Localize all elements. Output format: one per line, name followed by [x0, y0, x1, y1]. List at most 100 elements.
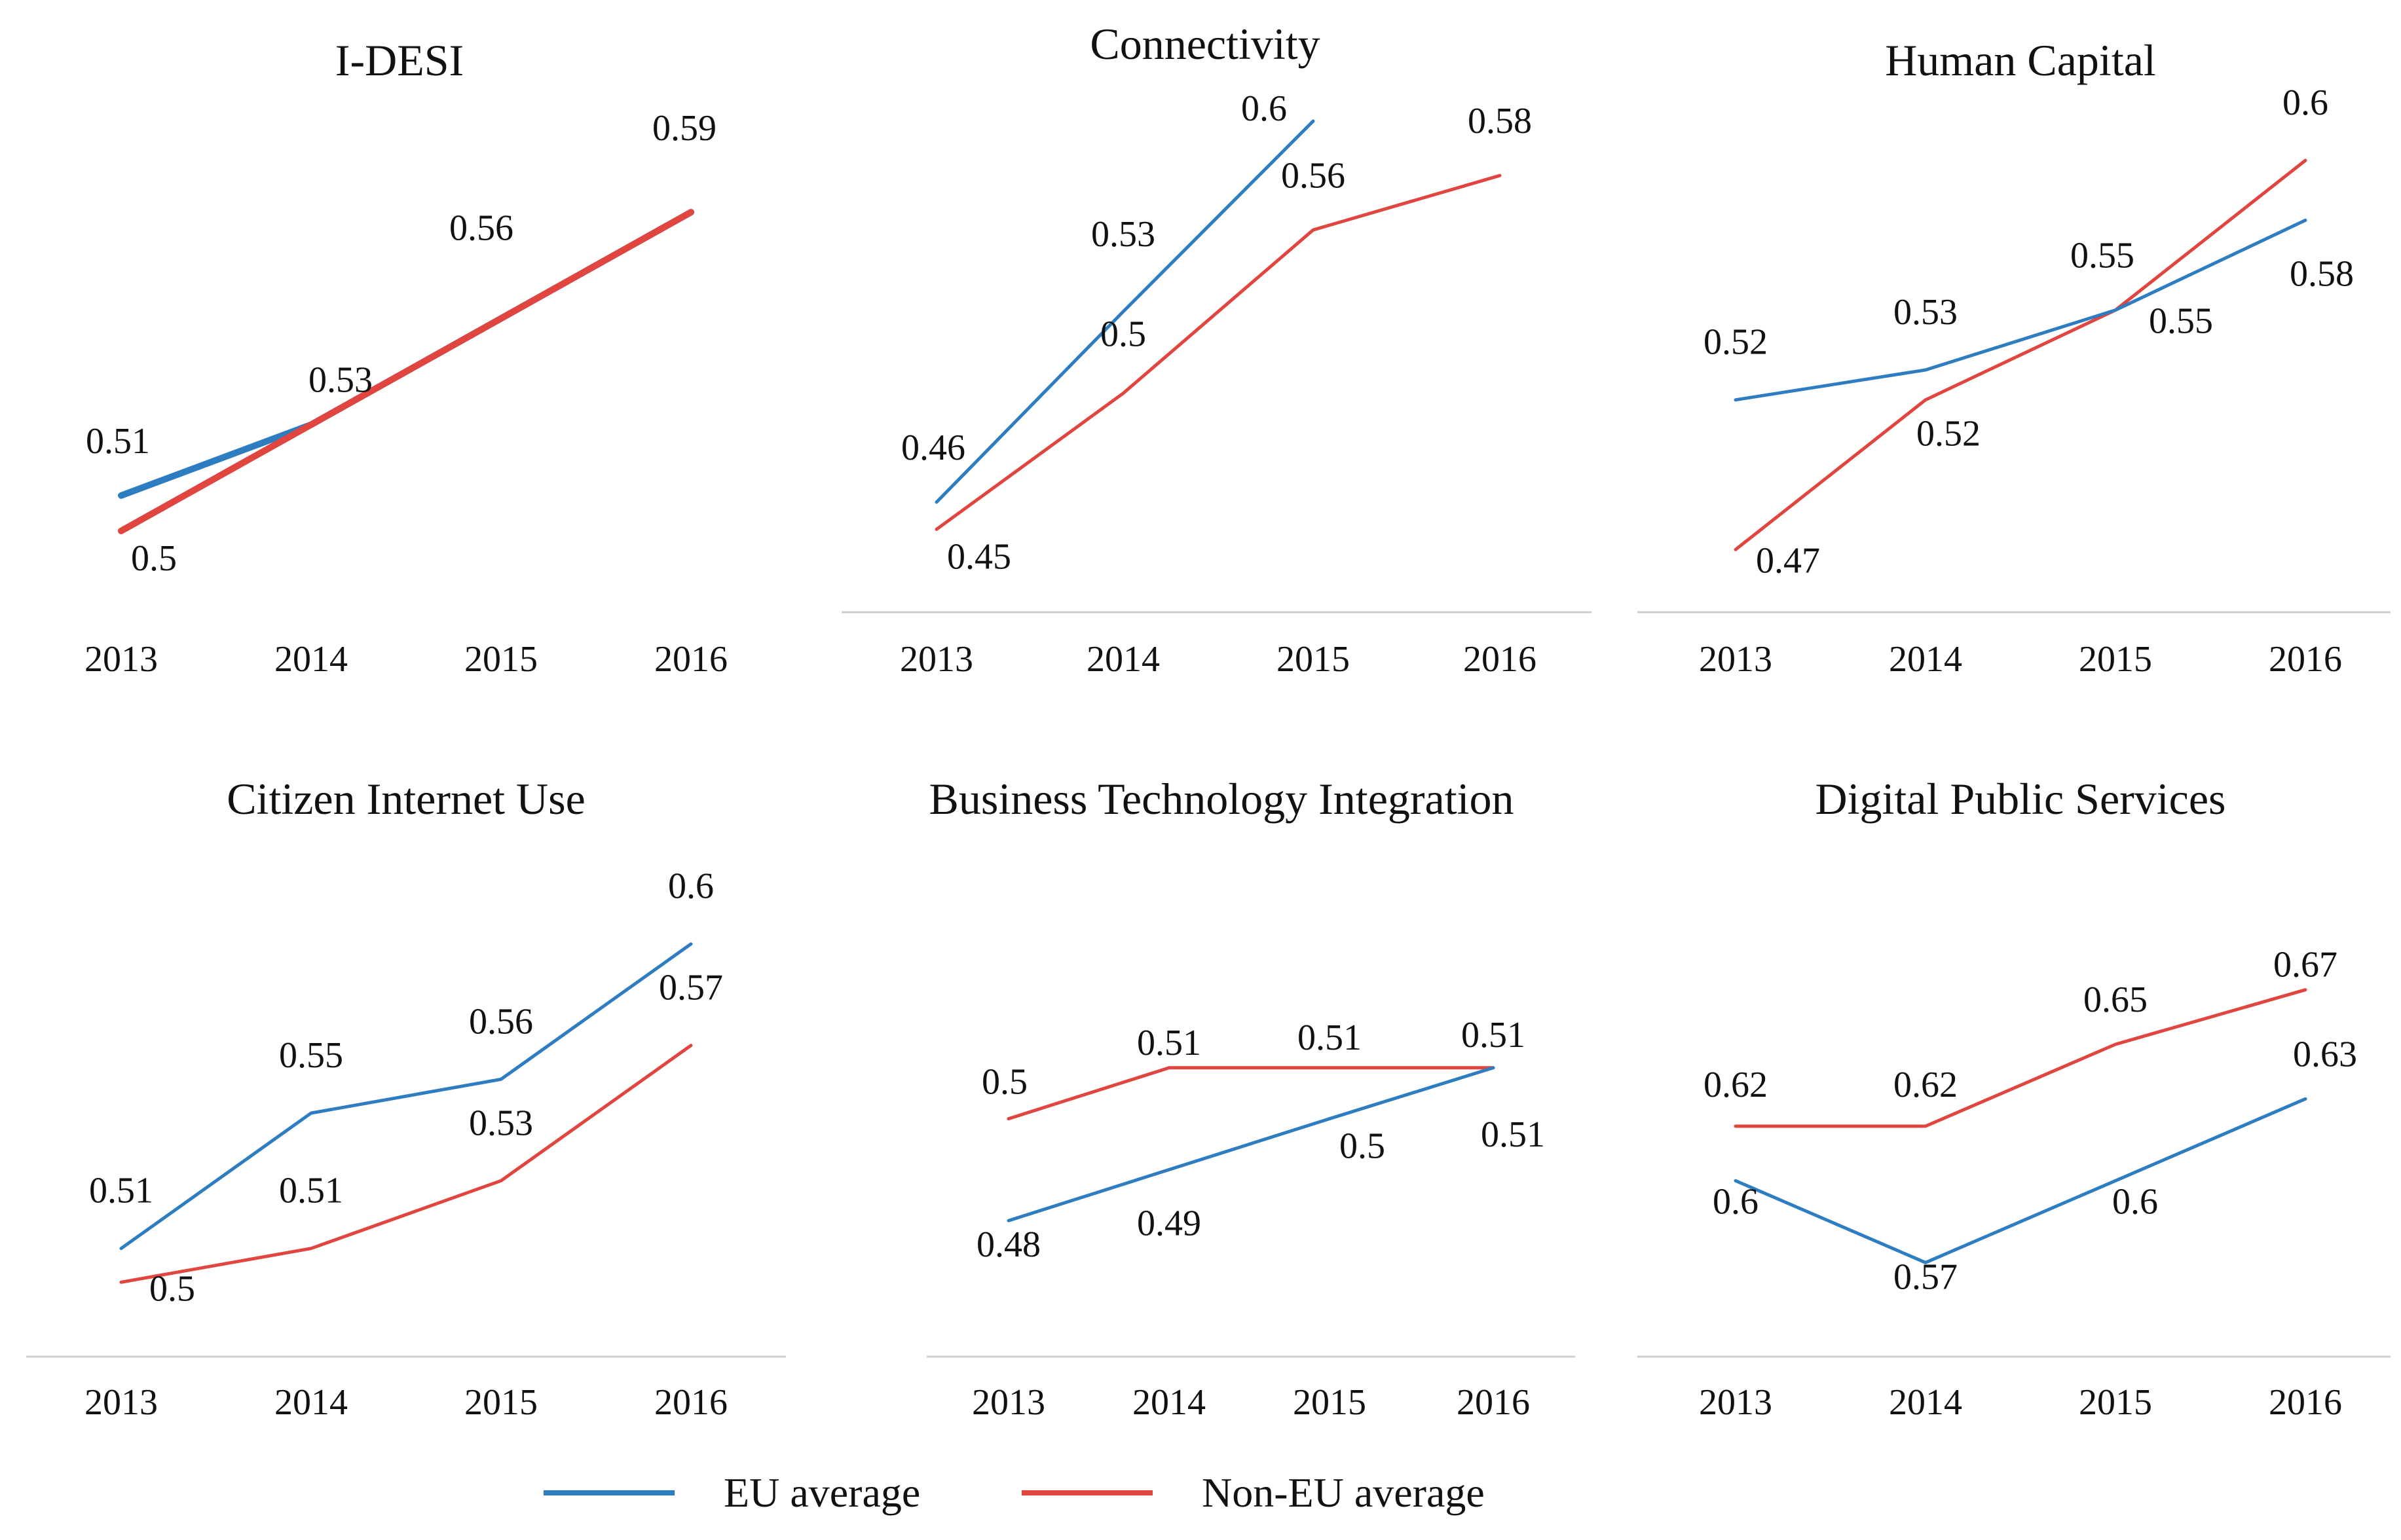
- eu-data-label: 0.51: [89, 1171, 153, 1211]
- chart-title: I-DESI: [335, 35, 464, 85]
- x-tick-label: 2014: [274, 1382, 348, 1423]
- eu-data-label: 0.51: [86, 421, 150, 462]
- x-tick-label: 2015: [464, 1382, 538, 1423]
- eu-data-label: 0.55: [2070, 236, 2134, 276]
- eu-average-line: [1734, 218, 2307, 402]
- eu-data-label: 0.52: [1703, 322, 1768, 363]
- chart-panel-1: I-DESI 2013 2014 2015 2016 0.51 0.5 0.53 0.56 0.5…: [84, 35, 728, 680]
- non-eu-data-label: 0.51: [1461, 1015, 1525, 1055]
- non-eu-data-label: 0.51: [1297, 1018, 1362, 1058]
- non-eu-average-line: [935, 174, 1502, 531]
- x-tick-label: 2015: [1276, 639, 1350, 680]
- eu-data-label: 0.56: [469, 1001, 533, 1042]
- non-eu-data-label: 0.45: [947, 536, 1011, 577]
- non-eu-data-label: 0.65: [2083, 980, 2148, 1020]
- non-eu-data-label: 0.58: [1468, 101, 1532, 141]
- eu-data-label: 0.6: [1713, 1181, 1759, 1222]
- non-eu-data-label: 0.5: [1100, 314, 1146, 355]
- x-tick-label: 2013: [84, 639, 158, 680]
- eu-data-label: 0.63: [2293, 1034, 2357, 1074]
- non-eu-average-line: [1734, 158, 2307, 551]
- x-tick-label: 2016: [654, 639, 728, 680]
- eu-data-label: 0.5: [1339, 1126, 1385, 1167]
- x-tick-label: 2016: [2269, 639, 2342, 680]
- legend-non-eu-swatch: [1022, 1490, 1153, 1495]
- eu-data-label: 0.53: [1893, 292, 1958, 333]
- x-tick-label: 2014: [1889, 1382, 1962, 1423]
- legend-eu-label: EU average: [724, 1469, 921, 1516]
- legend-non-eu-label: Non-EU average: [1202, 1469, 1485, 1516]
- x-tick-label: 2016: [1457, 1382, 1530, 1423]
- non-eu-average-line: [118, 209, 694, 534]
- eu-average-line: [935, 119, 1315, 504]
- eu-data-label: 0.6: [668, 866, 714, 907]
- eu-average-line: [118, 209, 694, 499]
- x-tick-label: 2015: [1293, 1382, 1366, 1423]
- eu-data-label: 0.57: [1893, 1256, 1958, 1297]
- non-eu-data-label: 0.67: [2273, 945, 2337, 985]
- chart-panel-2: Connectivity 2013 2014 2015 2016 0.46 0.45 0.53…: [842, 19, 1591, 680]
- x-tick-label: 2014: [1087, 639, 1160, 680]
- non-eu-data-label: 0.55: [2149, 301, 2213, 342]
- chart-panel-6: Digital Public Services 2013 2014 2015 2016 0…: [1637, 774, 2391, 1423]
- x-tick-label: 2013: [1699, 1382, 1772, 1423]
- x-tick-label: 2015: [2079, 639, 2152, 680]
- non-eu-data-label: 0.5: [982, 1062, 1028, 1103]
- legend-item-non-eu: Non-EU average: [1022, 1457, 1485, 1529]
- non-eu-average-line: [119, 1044, 693, 1284]
- legend: EU average Non-EU average: [0, 1457, 2401, 1529]
- chart-panel-5: Business Technology Integration 2013 2014 2…: [927, 774, 1575, 1423]
- non-eu-data-label: 0.51: [279, 1171, 343, 1211]
- non-eu-data-label: 0.62: [1893, 1065, 1958, 1105]
- eu-average-line: [1734, 1097, 2307, 1264]
- x-tick-label: 2014: [274, 639, 348, 680]
- legend-item-eu: EU average: [544, 1457, 920, 1529]
- x-tick-label: 2013: [84, 1382, 158, 1423]
- non-eu-average-line: [1007, 1066, 1495, 1121]
- chart-title: Human Capital: [1885, 35, 2156, 85]
- eu-average-line: [1007, 1066, 1495, 1222]
- x-tick-label: 2016: [654, 1382, 728, 1423]
- eu-data-label: 0.6: [2112, 1181, 2158, 1222]
- eu-average-line: [119, 942, 693, 1251]
- eu-data-label: 0.58: [2290, 253, 2354, 294]
- non-eu-data-label: 0.5: [131, 538, 177, 579]
- x-tick-label: 2016: [2269, 1382, 2342, 1423]
- x-tick-label: 2014: [1889, 639, 1962, 680]
- chart-title: Business Technology Integration: [929, 774, 1514, 824]
- chart-title: Citizen Internet Use: [227, 774, 586, 824]
- eu-data-label: 0.48: [977, 1224, 1041, 1265]
- non-eu-data-label: 0.62: [1703, 1065, 1768, 1105]
- x-tick-label: 2014: [1132, 1382, 1206, 1423]
- non-eu-average-line: [1734, 988, 2307, 1128]
- eu-data-label: 0.49: [1137, 1203, 1201, 1243]
- non-eu-data-label: 0.6: [2282, 82, 2328, 123]
- eu-data-label: 0.51: [1481, 1114, 1545, 1155]
- x-tick-label: 2013: [1699, 639, 1772, 680]
- eu-data-label: 0.59: [652, 108, 717, 149]
- chart-panel-3: Human Capital 2013 2014 2015 2016 0.52 0.47 0.5…: [1637, 35, 2391, 680]
- legend-eu-swatch: [544, 1490, 675, 1495]
- chart-title: Digital Public Services: [1815, 774, 2225, 824]
- eu-data-label: 0.55: [279, 1035, 343, 1076]
- eu-data-label: 0.6: [1241, 88, 1287, 129]
- non-eu-data-label: 0.47: [1756, 540, 1820, 581]
- eu-data-label: 0.53: [308, 360, 373, 401]
- non-eu-data-label: 0.51: [1137, 1023, 1201, 1063]
- chart-title: Connectivity: [1090, 19, 1320, 69]
- non-eu-data-label: 0.57: [659, 968, 723, 1008]
- chart-panel-4: Citizen Internet Use 2013 2014 2015 2016 0.51…: [26, 774, 786, 1423]
- non-eu-data-label: 0.5: [149, 1268, 195, 1309]
- x-tick-label: 2013: [972, 1382, 1045, 1423]
- x-tick-label: 2015: [464, 639, 538, 680]
- non-eu-data-label: 0.56: [1281, 155, 1345, 196]
- x-tick-label: 2016: [1463, 639, 1536, 680]
- x-tick-label: 2013: [900, 639, 973, 680]
- x-tick-label: 2015: [2079, 1382, 2152, 1423]
- non-eu-data-label: 0.53: [469, 1103, 533, 1143]
- non-eu-data-label: 0.52: [1916, 414, 1981, 454]
- eu-data-label: 0.46: [901, 428, 965, 468]
- eu-data-label: 0.56: [449, 208, 513, 248]
- eu-data-label: 0.53: [1091, 214, 1155, 255]
